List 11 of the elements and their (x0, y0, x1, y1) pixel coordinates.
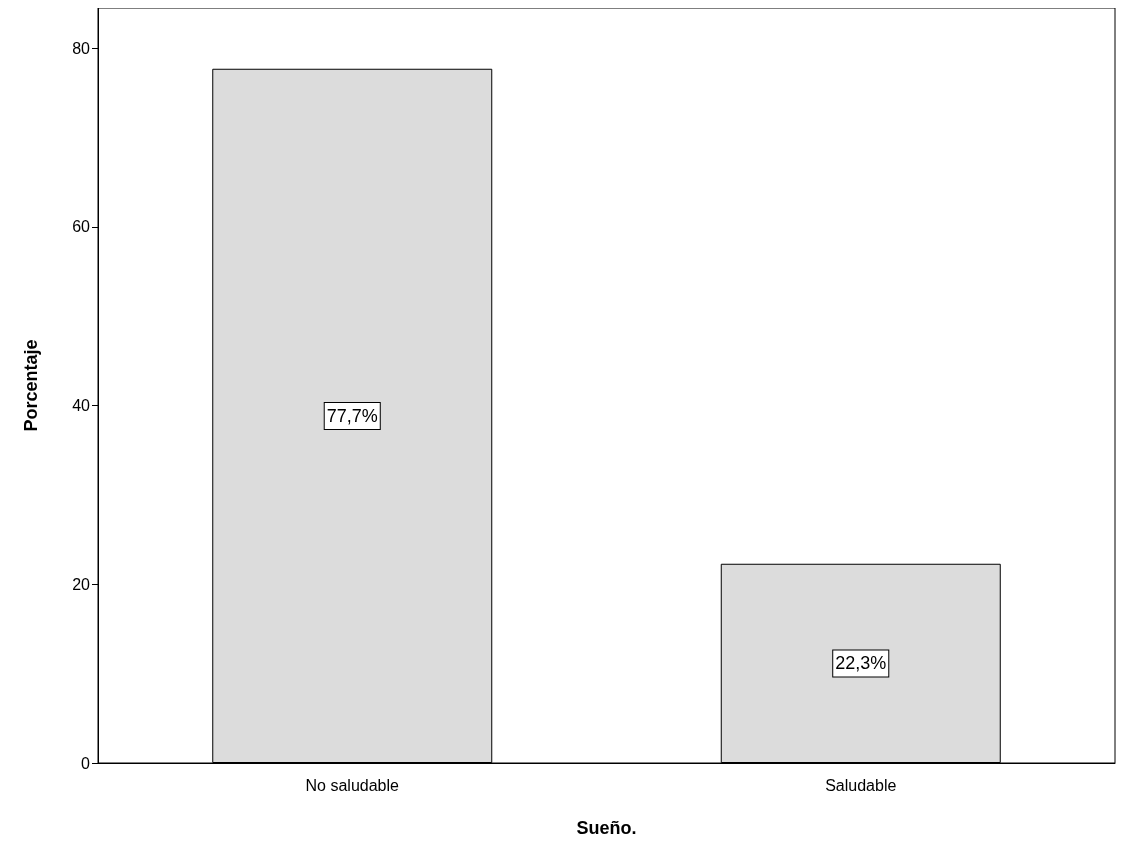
y-axis-title: Porcentaje (21, 339, 41, 432)
y-tick-label: 0 (81, 754, 91, 772)
x-tick-label: Saludable (825, 776, 897, 794)
y-tick-label: 60 (72, 218, 91, 236)
y-tick-label: 80 (72, 39, 91, 57)
y-tick-label: 20 (72, 575, 91, 593)
x-tick-label: No saludable (305, 776, 400, 794)
data-label: 22,3% (835, 653, 887, 674)
data-label: 77,7% (326, 405, 378, 426)
x-axis-title: Sueño. (576, 818, 637, 838)
y-tick-label: 40 (72, 397, 91, 415)
